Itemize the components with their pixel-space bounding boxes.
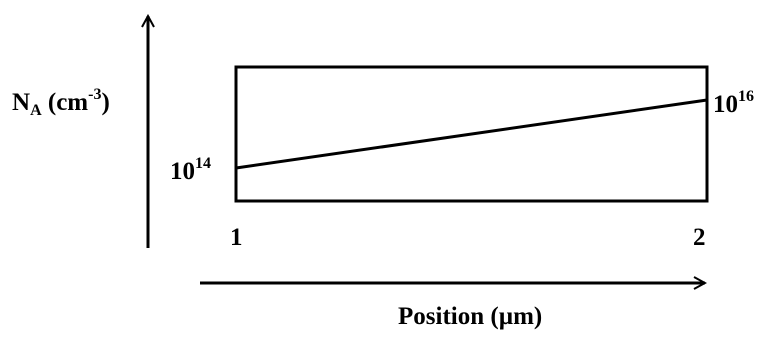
y-axis-label: NA (cm-3): [12, 86, 110, 119]
start-value-label: 1014: [170, 155, 211, 185]
y-label-unit-close: ): [101, 89, 109, 116]
x-tick-label-start: 1: [230, 224, 243, 251]
end-value-exponent: 16: [738, 88, 754, 105]
doping-profile-line: [235, 98, 708, 170]
x-tick-label-end: 2: [693, 224, 706, 251]
x-axis-label: Position (µm): [398, 303, 542, 330]
start-value-base: 10: [170, 158, 195, 185]
y-label-subscript: A: [30, 102, 42, 119]
end-value-label: 1016: [713, 88, 754, 118]
plot-frame: [234, 65, 709, 203]
y-label-unit-open: (cm: [42, 89, 89, 116]
end-value-base: 10: [713, 91, 738, 118]
y-label-unit-superscript: -3: [88, 86, 101, 103]
y-label-base: N: [12, 89, 30, 116]
start-value-exponent: 14: [195, 155, 211, 172]
